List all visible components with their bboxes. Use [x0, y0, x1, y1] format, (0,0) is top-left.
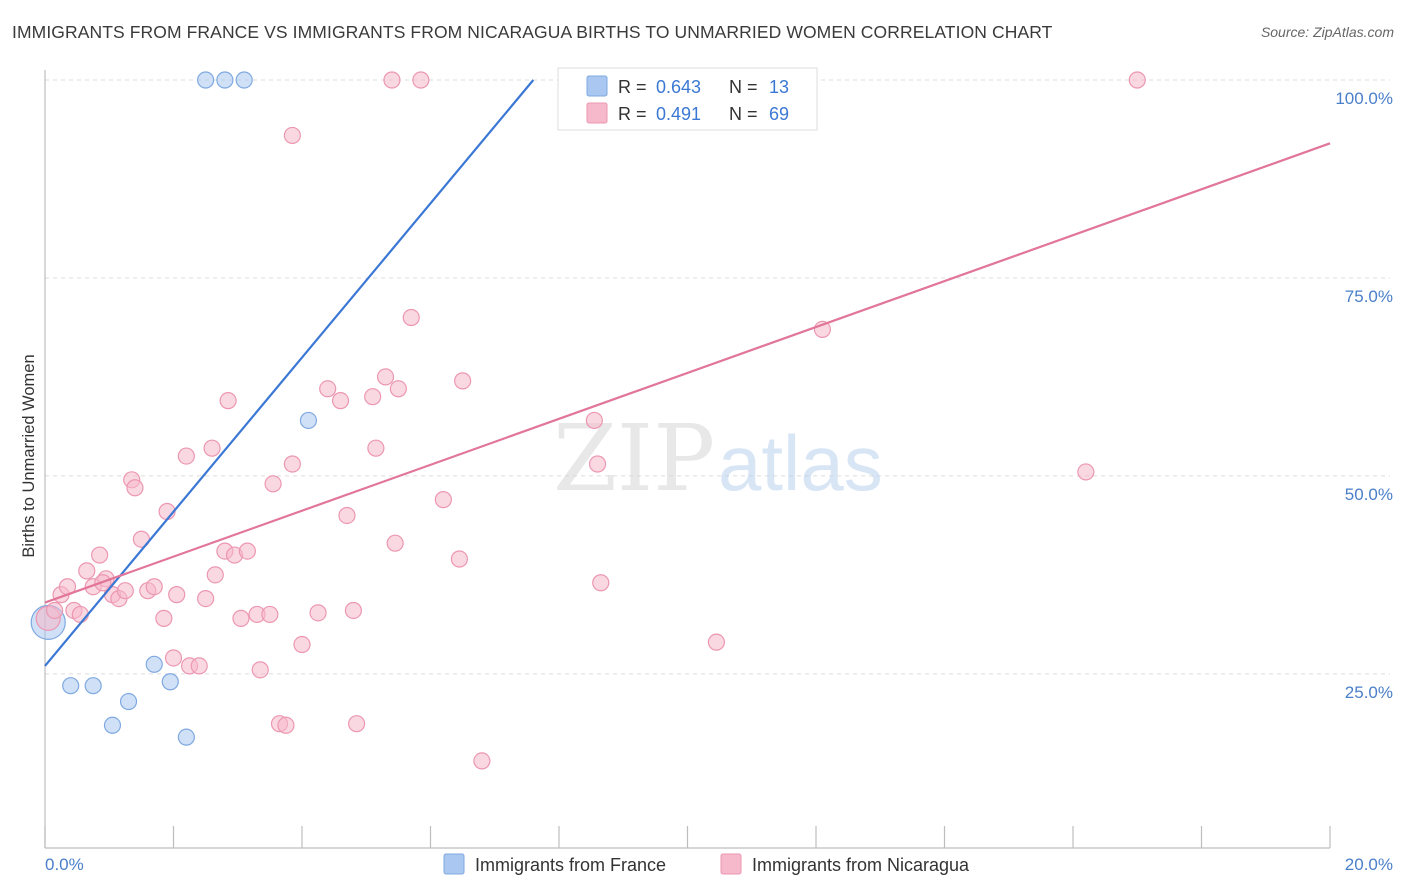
nicaragua-point: [251, 661, 269, 679]
legend-nicaragua-label: Immigrants from Nicaragua: [752, 855, 970, 875]
legend-france-label: Immigrants from France: [475, 855, 666, 875]
nicaragua-point: [203, 439, 221, 457]
nicaragua-point: [206, 566, 224, 584]
y-tick-label: 100.0%: [1335, 89, 1393, 108]
nicaragua-point: [402, 308, 420, 327]
nicaragua-point: [309, 604, 327, 622]
nicaragua-point: [331, 392, 350, 410]
trendlines: [44, 79, 1331, 667]
nicaragua-point: [145, 578, 163, 596]
france-point: [145, 655, 163, 673]
y-axis-label: Births to Unmarried Women: [20, 354, 38, 557]
legend-nicaragua-swatch: [720, 853, 742, 875]
nicaragua-point: [71, 605, 89, 624]
france-point: [216, 71, 234, 89]
nicaragua-point: [283, 126, 301, 145]
nicaragua-point: [232, 609, 250, 627]
nicaragua-point: [264, 475, 282, 493]
france-point: [119, 692, 138, 711]
nicaragua-point: [116, 582, 134, 600]
nicaragua-point: [585, 411, 603, 430]
nicaragua-point: [473, 752, 491, 770]
nicaragua-point: [219, 392, 237, 410]
stats-france-n-label: N =: [729, 77, 758, 97]
stats-france-n-value: 13: [769, 77, 789, 97]
nicaragua-point: [283, 455, 301, 473]
nicaragua-point: [177, 447, 195, 465]
nicaragua-point: [344, 601, 362, 620]
gridlines: [45, 79, 1390, 675]
nicaragua-point: [197, 589, 215, 608]
stats-nicaragua-r-label: R =: [618, 104, 647, 124]
nicaragua-point: [389, 380, 407, 398]
nicaragua-point: [588, 455, 607, 473]
nicaragua-point: [412, 71, 430, 89]
nicaragua-point: [168, 586, 186, 604]
france-point: [299, 411, 318, 430]
nicaragua-point: [1128, 71, 1146, 89]
nicaragua-point: [164, 649, 183, 667]
chart-title: IMMIGRANTS FROM FRANCE VS IMMIGRANTS FRO…: [12, 22, 1053, 42]
stats-france-r-value: 0.643: [656, 77, 701, 97]
x-ticks: [44, 826, 1331, 848]
nicaragua-point: [277, 716, 295, 734]
nicaragua-point: [338, 506, 356, 525]
nicaragua-point: [46, 601, 64, 620]
france-point: [103, 716, 122, 734]
france-point: [177, 728, 195, 746]
stats-legend: R = 0.643 N = 13 R = 0.491 N = 69: [557, 67, 818, 131]
nicaragua-point: [454, 372, 472, 390]
nicaragua-point: [91, 546, 109, 564]
stats-nicaragua-n-label: N =: [729, 104, 758, 124]
y-tick-label: 25.0%: [1345, 683, 1393, 702]
nicaragua-point: [126, 479, 144, 497]
france-point: [161, 673, 179, 691]
nicaragua-point: [707, 633, 726, 651]
stats-nicaragua-n-value: 69: [769, 104, 789, 124]
nicaragua-point: [376, 368, 395, 386]
stats-nicaragua-r-value: 0.491: [656, 104, 701, 124]
stats-france-swatch: [586, 75, 608, 97]
nicaragua-point: [434, 491, 452, 509]
x-tick-label-min: 0.0%: [45, 855, 84, 874]
nicaragua-point: [293, 635, 311, 654]
nicaragua-point: [190, 657, 208, 675]
nicaragua-point: [592, 574, 610, 592]
france-point: [62, 677, 80, 695]
nicaragua-point: [364, 388, 382, 406]
watermark: ZIP atlas: [553, 405, 883, 512]
france-point: [235, 71, 253, 89]
france-point: [84, 677, 102, 695]
nicaragua-point: [155, 609, 173, 627]
france-point: [197, 71, 215, 89]
watermark-zip: ZIP: [553, 405, 715, 512]
nicaragua-point: [383, 71, 401, 89]
nicaragua-point: [319, 380, 337, 398]
series-nicaragua-points: [35, 71, 1146, 770]
nicaragua-point: [78, 562, 96, 580]
nicaragua-point: [348, 715, 366, 733]
stats-france-r-label: R =: [618, 77, 647, 97]
source-label: Source: ZipAtlas.com: [1260, 24, 1394, 40]
nicaragua-point: [238, 542, 256, 560]
x-tick-label-max: 20.0%: [1345, 855, 1393, 874]
legend-france-swatch: [443, 853, 465, 875]
trendline-nicaragua: [44, 142, 1331, 604]
y-tick-labels: 25.0% 50.0% 75.0% 100.0%: [1335, 89, 1393, 702]
nicaragua-point: [367, 439, 385, 457]
y-tick-label: 50.0%: [1345, 485, 1393, 504]
nicaragua-point: [386, 534, 404, 552]
stats-nicaragua-swatch: [586, 102, 608, 124]
bottom-legend: Immigrants from France Immigrants from N…: [443, 853, 970, 875]
nicaragua-point: [450, 550, 469, 568]
trendline-france: [44, 79, 535, 667]
watermark-atlas: atlas: [718, 419, 883, 507]
nicaragua-point: [1077, 463, 1095, 481]
y-tick-label: 75.0%: [1345, 287, 1393, 306]
nicaragua-point: [261, 605, 279, 624]
